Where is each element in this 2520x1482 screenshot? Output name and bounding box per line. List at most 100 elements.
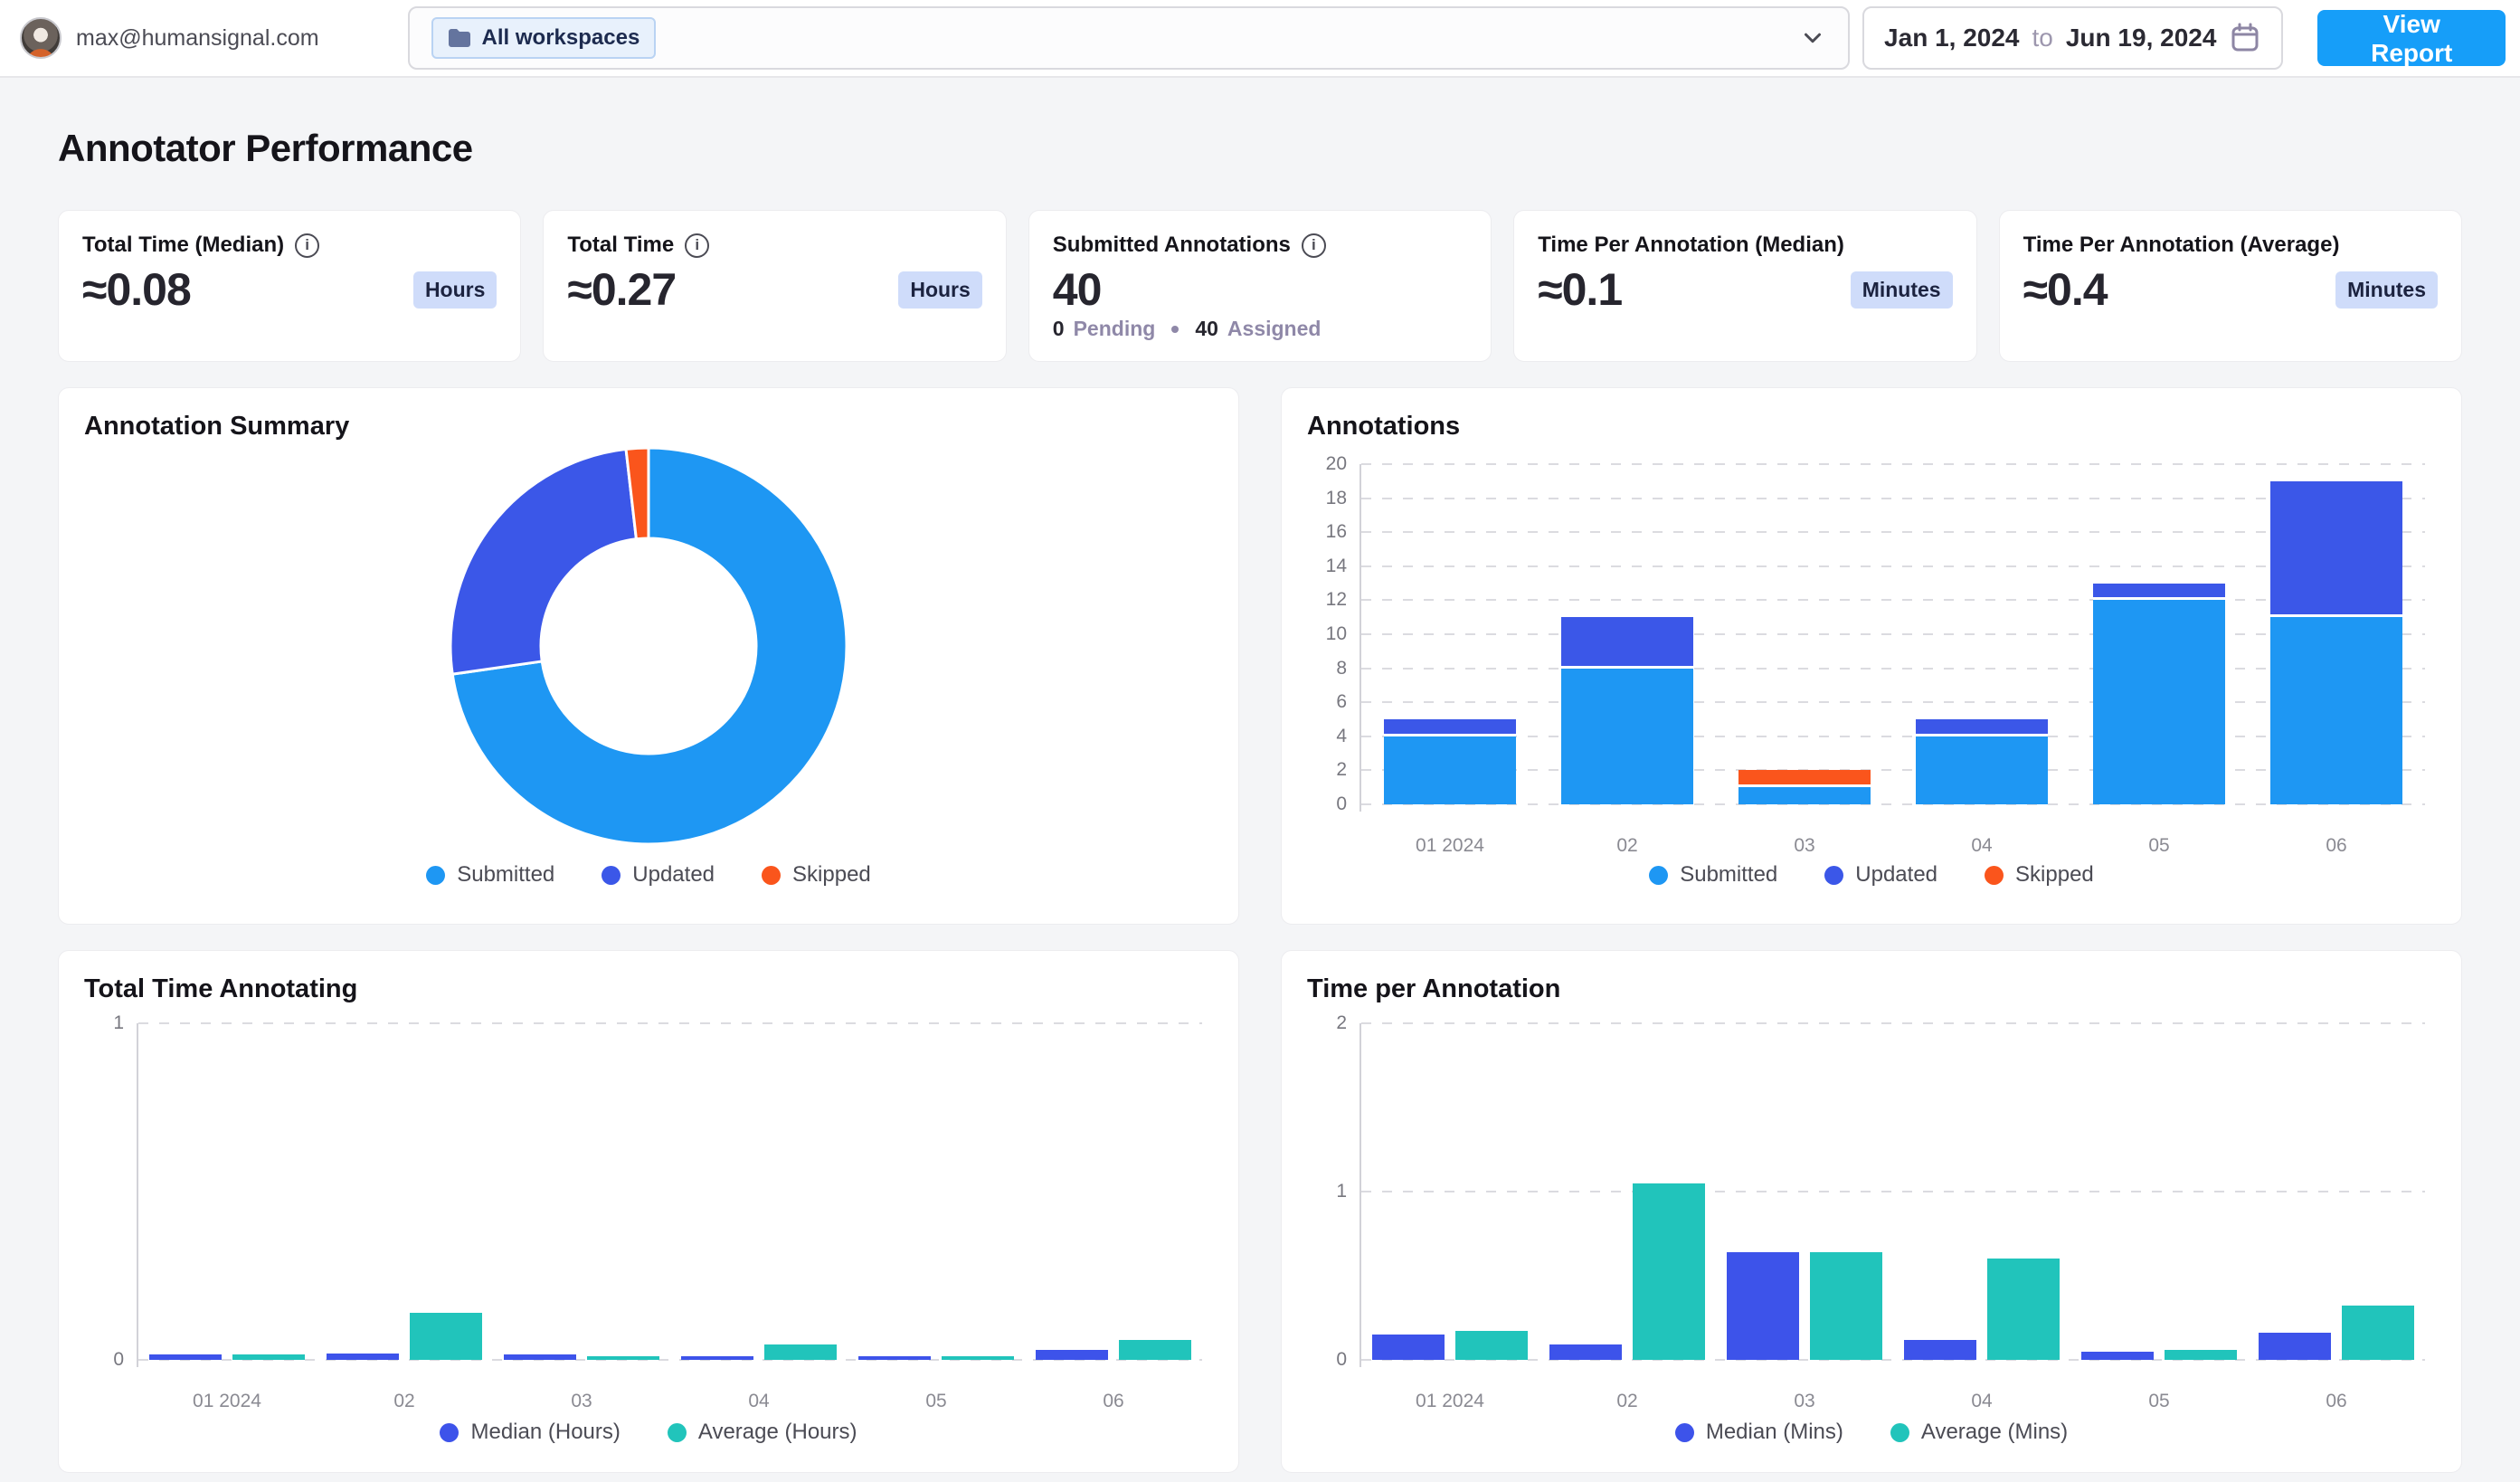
dot-separator: [1171, 325, 1179, 333]
average-mins-legend-dot-icon: [1890, 1422, 1909, 1442]
stat-card-submitted-annotations: Submitted Annotations 40 0 Pending 40 As…: [1028, 210, 1492, 362]
chart-legend: Submitted Updated Skipped: [59, 862, 1238, 888]
x-axis-tick: 05: [2148, 1391, 2170, 1411]
x-axis-tick: 06: [2326, 1391, 2347, 1411]
info-icon[interactable]: [1301, 233, 1326, 258]
bar-group-06: [1036, 1023, 1191, 1360]
median-hours-legend-dot-icon: [440, 1422, 459, 1442]
average-mins-bar: [1455, 1331, 1528, 1360]
gridline: [1361, 463, 2425, 465]
date-range-picker[interactable]: Jan 1, 2024 to Jun 19, 2024: [1862, 6, 2284, 70]
stat-card-total-time-median: Total Time (Median) ≈0.08 Hours: [58, 210, 522, 362]
average-hours-bar: [587, 1355, 659, 1360]
average-hours-bar: [942, 1355, 1014, 1360]
submitted-bar-segment: [2270, 617, 2402, 804]
gridline: [138, 1359, 1202, 1361]
legend-label: Submitted: [457, 862, 555, 887]
updated-slice: [449, 447, 638, 676]
annotations-chart-card: Annotations 0 2 4 6 8 10 12 14 16 18 20 01 2024 02 03…: [1281, 387, 2462, 925]
updated-bar-segment: [2270, 480, 2402, 618]
y-axis-tick: 0: [1336, 793, 1347, 814]
median-mins-legend-dot-icon: [1674, 1422, 1694, 1442]
median-mins-bar: [1372, 1335, 1445, 1360]
workspace-filter-chip[interactable]: All workspaces: [431, 17, 657, 59]
assigned-count: 40: [1195, 317, 1218, 340]
stat-label: Time Per Annotation (Median): [1538, 233, 1844, 257]
stat-value: ≈0.4: [2023, 264, 2108, 315]
info-icon[interactable]: [685, 233, 710, 258]
stat-card-time-per-annotation-median: Time Per Annotation (Median) ≈0.1 Minute…: [1513, 210, 1977, 362]
legend-item-submitted: Submitted: [426, 862, 554, 888]
gridline: [1361, 633, 2425, 635]
annotation-summary-donut: [59, 444, 1238, 848]
bar-stack-03: [1738, 464, 1871, 804]
bar-group-01-2024: [1372, 1023, 1528, 1360]
x-axis-tick: 02: [1616, 835, 1638, 856]
legend-item-average-hours: Average (Hours): [667, 1420, 857, 1445]
median-mins-bar: [2259, 1333, 2331, 1360]
annotation-summary-card: Annotation Summary Submitted Updated Skipp…: [58, 387, 1239, 925]
chart-title: Time per Annotation: [1307, 974, 1561, 1003]
y-axis-tick: 18: [1325, 487, 1347, 508]
legend-item-updated: Updated: [1824, 862, 1937, 888]
bar-stack-06: [2270, 464, 2402, 804]
x-axis-tick: 01 2024: [1416, 1391, 1484, 1411]
user-email: max@humansignal.com: [76, 24, 319, 51]
legend-item-skipped: Skipped: [762, 862, 871, 888]
charts-row-1: Annotation Summary Submitted Updated Skipp…: [58, 387, 2462, 925]
submitted-bar-segment: [1384, 736, 1516, 804]
legend-label: Skipped: [792, 862, 871, 887]
x-axis-tick: 01 2024: [1416, 835, 1484, 856]
workspace-filter-label: All workspaces: [481, 25, 640, 50]
annotations-bar-plot: 0 2 4 6 8 10 12 14 16 18 20 01 2024 02 03 04 05 06: [1326, 453, 2425, 856]
time-per-annotation-bar-plot: 0 1 2 01 2024 02 03 04 05 06: [1336, 1012, 2425, 1411]
bar-group-03: [504, 1023, 659, 1360]
y-axis-tick: 12: [1325, 589, 1347, 611]
x-axis-tick: 03: [1794, 835, 1815, 856]
skipped-bar-segment: [1738, 770, 1871, 788]
chart-legend: Submitted Updated Skipped: [1282, 862, 2461, 888]
legend-label: Updated: [632, 862, 715, 887]
workspace-filter-dropdown[interactable]: All workspaces: [407, 6, 1851, 70]
median-mins-bar: [1549, 1344, 1622, 1360]
average-hours-bar: [232, 1354, 305, 1360]
view-report-button[interactable]: View Report: [2317, 10, 2506, 67]
gridline: [1361, 1022, 2425, 1024]
chevron-down-icon[interactable]: [1799, 24, 1826, 52]
date-range-connector: to: [2032, 24, 2053, 52]
gridline: [138, 1022, 1202, 1024]
updated-bar-segment: [1916, 719, 2048, 736]
x-axis-tick: 02: [1616, 1391, 1638, 1411]
submitted-slice: [450, 446, 848, 846]
gridline: [1361, 769, 2425, 772]
unit-badge: Hours: [412, 271, 497, 309]
updated-legend-dot-icon: [1824, 865, 1844, 885]
submitted-bar-segment: [1738, 787, 1871, 804]
y-axis-line: [137, 1023, 138, 1367]
bar-group-05: [2081, 1023, 2237, 1360]
info-icon[interactable]: [295, 233, 320, 258]
bar-group-05: [858, 1023, 1014, 1360]
stat-card-total-time: Total Time ≈0.27 Hours: [543, 210, 1007, 362]
total-time-bar-plot: 0 1 01 2024 02 03 04 05 06: [113, 1012, 1202, 1411]
median-hours-bar: [504, 1354, 576, 1360]
median-hours-bar: [858, 1356, 931, 1360]
updated-bar-segment: [1384, 719, 1516, 736]
average-hours-bar: [764, 1344, 837, 1360]
submitted-legend-dot-icon: [426, 865, 446, 885]
stat-value: ≈0.1: [1538, 264, 1623, 315]
x-axis-tick: 05: [2148, 835, 2170, 856]
pending-label: Pending: [1073, 317, 1156, 340]
updated-legend-dot-icon: [602, 865, 621, 885]
legend-item-submitted: Submitted: [1649, 862, 1777, 888]
y-axis-tick: 20: [1325, 453, 1347, 474]
stat-label: Total Time: [567, 233, 675, 257]
average-mins-bar: [2342, 1306, 2414, 1360]
y-axis-line: [1359, 464, 1361, 812]
updated-bar-segment: [2093, 583, 2225, 601]
chart-title: Annotations: [1307, 412, 1461, 441]
x-axis-tick: 06: [2326, 835, 2347, 856]
x-axis-tick: 04: [1971, 1391, 1993, 1411]
legend-label: Updated: [1855, 862, 1938, 887]
y-axis-tick: 2: [1336, 1012, 1347, 1033]
